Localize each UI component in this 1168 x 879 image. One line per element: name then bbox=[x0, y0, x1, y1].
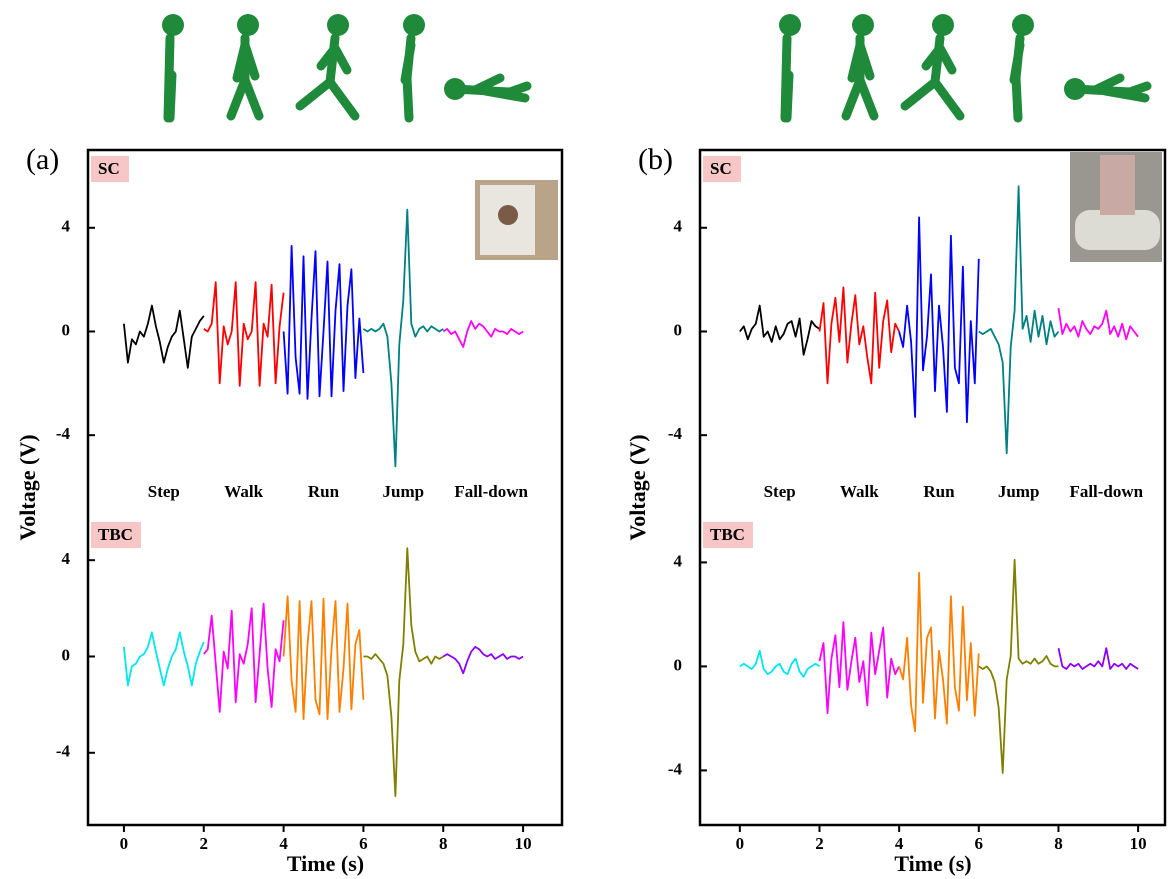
x-tick-label: 2 bbox=[815, 834, 824, 853]
subplot-label-box bbox=[703, 522, 753, 548]
activity-label: Jump bbox=[383, 482, 425, 501]
y-tick-label: -4 bbox=[56, 424, 71, 443]
decorations bbox=[162, 14, 1152, 123]
y-tick-label: 0 bbox=[674, 320, 683, 339]
subplot-label-box bbox=[91, 522, 141, 548]
figure-body bbox=[163, 33, 177, 123]
signal-line bbox=[123, 304, 205, 369]
signal-line bbox=[1057, 307, 1139, 341]
y-tick-label: -4 bbox=[668, 759, 683, 778]
activity-label: Run bbox=[923, 482, 955, 501]
panel-label: (a) bbox=[26, 143, 59, 176]
figure-body bbox=[450, 73, 532, 103]
figure-head bbox=[779, 14, 801, 36]
x-tick-label: 10 bbox=[1130, 834, 1147, 853]
y-tick-label: 4 bbox=[674, 217, 683, 236]
subplot-label: TBC bbox=[98, 525, 133, 544]
subplot-label-box bbox=[703, 156, 741, 182]
figure-head bbox=[327, 14, 349, 36]
y-tick-label: 4 bbox=[674, 551, 683, 570]
signal-line bbox=[978, 558, 1059, 774]
activity-label: Fall-down bbox=[1069, 482, 1143, 501]
signal-line bbox=[978, 185, 1060, 455]
panel-label: (b) bbox=[638, 143, 673, 176]
signal-line bbox=[442, 320, 524, 348]
x-axis-label: Time (s) bbox=[287, 851, 364, 876]
signal-line bbox=[818, 286, 900, 385]
x-tick-label: 4 bbox=[895, 834, 904, 853]
inset-photo-leg bbox=[1100, 155, 1135, 215]
figure-body bbox=[1070, 73, 1152, 103]
y-tick-label: 4 bbox=[62, 217, 71, 236]
signal-line bbox=[818, 621, 900, 715]
figure-head bbox=[237, 14, 259, 36]
signal-line bbox=[282, 245, 365, 400]
signal-line bbox=[739, 304, 820, 356]
subplot-label: TBC bbox=[710, 525, 745, 544]
activity-label: Walk bbox=[224, 482, 263, 501]
figure-head bbox=[403, 14, 425, 36]
subplot-label-box bbox=[91, 156, 129, 182]
figure-head bbox=[162, 14, 184, 36]
y-tick-label: 0 bbox=[674, 655, 683, 674]
axes-frame bbox=[698, 148, 1167, 827]
x-tick-label: 8 bbox=[1054, 834, 1063, 853]
x-tick-label: 2 bbox=[200, 834, 209, 853]
signal-line bbox=[442, 646, 524, 675]
signal-line bbox=[898, 216, 980, 424]
y-tick-label: 0 bbox=[62, 645, 71, 664]
subplot-label: SC bbox=[710, 159, 732, 178]
figure-body bbox=[900, 33, 965, 121]
x-tick-label: 4 bbox=[279, 834, 288, 853]
figure-body bbox=[400, 33, 416, 123]
signal-line bbox=[1057, 647, 1139, 670]
y-tick-label: -4 bbox=[56, 742, 71, 761]
figure-body bbox=[1009, 33, 1025, 123]
signal-line bbox=[363, 547, 444, 797]
axes-frame bbox=[86, 148, 564, 827]
x-tick-label: 8 bbox=[439, 834, 448, 853]
figure-body bbox=[295, 33, 360, 121]
figure-head bbox=[1012, 14, 1034, 36]
inset-photo-shoe bbox=[1075, 210, 1160, 250]
signal-line bbox=[739, 649, 820, 678]
figure-head bbox=[932, 14, 954, 36]
signal-line bbox=[123, 631, 205, 687]
figure-head bbox=[852, 14, 874, 36]
signal-line bbox=[362, 208, 444, 468]
activity-label: Step bbox=[148, 482, 180, 501]
figure-body bbox=[780, 33, 794, 123]
y-tick-label: 4 bbox=[62, 549, 71, 568]
activity-label: Walk bbox=[840, 482, 879, 501]
figure-body bbox=[841, 33, 879, 121]
signal-line bbox=[203, 602, 285, 713]
signal-line bbox=[282, 595, 365, 720]
activity-label: Fall-down bbox=[454, 482, 528, 501]
y-axis-label: Voltage (V) bbox=[15, 434, 40, 540]
y-tick-label: 0 bbox=[62, 320, 71, 339]
figure-body bbox=[226, 33, 264, 121]
activity-label: Step bbox=[764, 482, 796, 501]
signal-line bbox=[203, 281, 285, 387]
y-tick-label: -4 bbox=[668, 424, 683, 443]
x-tick-label: 10 bbox=[515, 834, 532, 853]
y-axis-label: Voltage (V) bbox=[625, 434, 650, 540]
activity-label: Jump bbox=[998, 482, 1040, 501]
activity-label: Run bbox=[308, 482, 340, 501]
x-tick-label: 0 bbox=[736, 834, 745, 853]
subplot-label: SC bbox=[98, 159, 120, 178]
signal-line bbox=[898, 571, 980, 733]
x-tick-label: 6 bbox=[359, 834, 368, 853]
inset-sensor bbox=[498, 205, 518, 225]
x-tick-label: 6 bbox=[975, 834, 984, 853]
x-tick-label: 0 bbox=[120, 834, 129, 853]
x-axis-label: Time (s) bbox=[894, 851, 971, 876]
